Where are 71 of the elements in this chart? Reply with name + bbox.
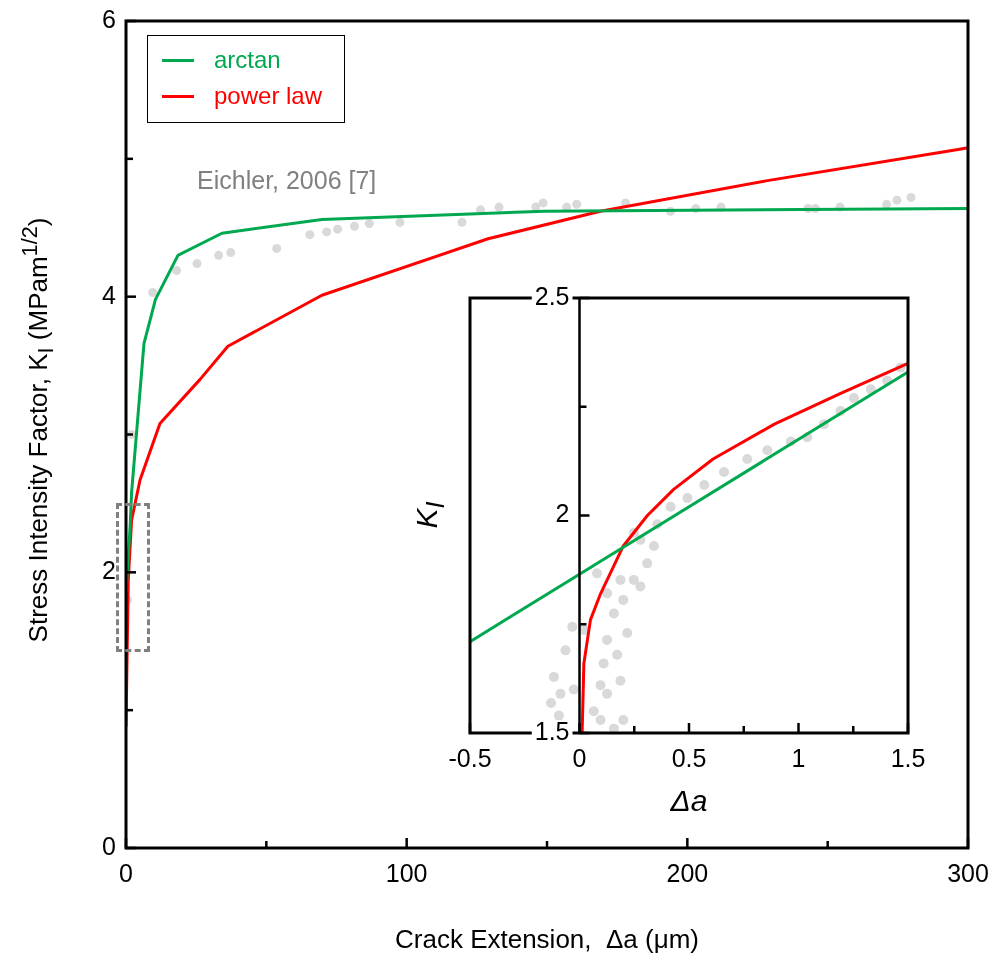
point (192, 259, 202, 269)
point (588, 706, 599, 717)
point (333, 224, 343, 234)
point (538, 198, 548, 208)
point (567, 621, 578, 632)
point (214, 250, 224, 260)
point (622, 627, 633, 638)
y-tick-label: 2 (555, 499, 570, 528)
y-tick-label: 4 (102, 280, 117, 309)
point (635, 581, 646, 592)
point (682, 493, 693, 504)
x-tick-label: 200 (666, 858, 709, 887)
point (906, 192, 916, 202)
point (555, 688, 566, 699)
point (628, 574, 639, 585)
point (322, 227, 332, 237)
point (719, 467, 730, 477)
point (494, 202, 504, 212)
point (618, 714, 629, 725)
point (272, 243, 282, 253)
point (615, 574, 626, 585)
point (848, 393, 859, 404)
point (349, 221, 359, 231)
legend-label: arctan (214, 46, 281, 74)
point (742, 453, 753, 464)
point (618, 594, 629, 605)
point (548, 671, 559, 682)
x-tick-label: 1 (791, 743, 806, 772)
x-tick-label: 300 (947, 858, 989, 887)
x-tick-label: 100 (385, 858, 428, 887)
point (395, 217, 405, 227)
point (762, 445, 773, 456)
point (546, 697, 557, 708)
point (148, 288, 158, 298)
point (595, 714, 606, 725)
point (608, 608, 619, 619)
point (457, 217, 467, 227)
y-tick-label: 2.5 (534, 281, 570, 310)
y-tick-label: 1.5 (534, 716, 570, 745)
point (612, 649, 623, 660)
x-tick-label: 0.5 (671, 743, 707, 772)
series-label: Eichler, 2006 [7] (197, 166, 377, 195)
point (568, 684, 579, 695)
point (602, 588, 613, 599)
point (172, 265, 182, 275)
y-tick-label: 6 (102, 4, 116, 33)
point (615, 675, 626, 686)
point (592, 568, 603, 579)
point (595, 680, 606, 691)
point (305, 230, 315, 240)
point (892, 195, 902, 205)
point (598, 658, 609, 669)
point (602, 688, 613, 699)
point (642, 558, 653, 569)
point (572, 199, 582, 209)
point (699, 480, 710, 491)
x-tick-label: 1.5 (890, 743, 926, 772)
point (560, 645, 571, 656)
x-axis-title: Δa (669, 784, 708, 818)
y-tick-label: 0 (102, 831, 116, 860)
point (553, 710, 564, 721)
point (602, 634, 613, 645)
point (648, 540, 659, 551)
y-tick-label: 2 (102, 556, 116, 585)
point (226, 248, 236, 258)
x-tick-label: -0.5 (448, 743, 492, 772)
point (608, 723, 619, 733)
x-axis-title: Crack Extension, Δa (μm) (395, 923, 699, 954)
point (364, 219, 374, 229)
point (665, 501, 676, 512)
legend-label: power law (214, 82, 323, 110)
